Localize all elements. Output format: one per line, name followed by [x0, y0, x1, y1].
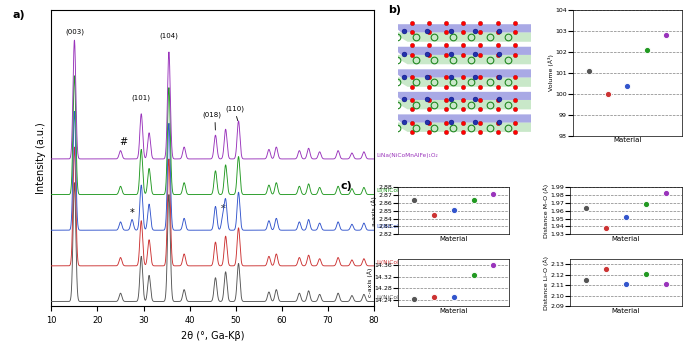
X-axis label: Material: Material: [612, 236, 640, 242]
Text: Li(NiCoMnAl)₁O₂: Li(NiCoMnAl)₁O₂: [376, 260, 423, 265]
Text: LiNa(NiCoMnAlFe)₁O₂: LiNa(NiCoMnAlFe)₁O₂: [376, 153, 438, 158]
Text: Li(NiCoMnAlFe)₁O₂: Li(NiCoMnAlFe)₁O₂: [376, 188, 430, 193]
Polygon shape: [392, 24, 547, 32]
Text: c): c): [340, 181, 352, 191]
Text: *: *: [221, 204, 225, 214]
Y-axis label: Distance Li–O (Å): Distance Li–O (Å): [543, 255, 549, 310]
Y-axis label: c-axis (Å): c-axis (Å): [367, 268, 373, 297]
Polygon shape: [392, 47, 547, 55]
Text: #: #: [119, 137, 127, 147]
Polygon shape: [392, 55, 553, 64]
Text: Li(NiCoMn)₁O₂: Li(NiCoMn)₁O₂: [376, 295, 418, 300]
Y-axis label: a-axis (Å): a-axis (Å): [371, 196, 377, 226]
X-axis label: Material: Material: [613, 137, 642, 143]
Text: b): b): [388, 6, 401, 15]
Text: Li(NiCoMnAlZn)₁O₂: Li(NiCoMnAlZn)₁O₂: [376, 224, 431, 229]
Text: *: *: [129, 208, 134, 218]
Polygon shape: [392, 122, 553, 132]
Text: a): a): [12, 10, 25, 21]
Polygon shape: [392, 77, 553, 87]
Polygon shape: [392, 100, 553, 109]
Polygon shape: [392, 114, 547, 122]
Text: (104): (104): [160, 33, 178, 39]
X-axis label: Material: Material: [612, 308, 640, 314]
Y-axis label: Intensity (a.u.): Intensity (a.u.): [36, 122, 46, 194]
Text: (003): (003): [65, 28, 84, 34]
Y-axis label: Volume (Å³): Volume (Å³): [548, 55, 553, 92]
X-axis label: Material: Material: [440, 308, 468, 314]
Text: (101): (101): [132, 95, 151, 101]
Text: (110): (110): [225, 105, 245, 112]
Polygon shape: [392, 69, 547, 77]
Polygon shape: [392, 32, 553, 42]
Polygon shape: [392, 92, 547, 100]
Text: (018): (018): [202, 111, 221, 118]
X-axis label: Material: Material: [440, 236, 468, 242]
X-axis label: 2θ (°, Ga-Kβ): 2θ (°, Ga-Kβ): [181, 331, 245, 340]
Y-axis label: Distance M–O (Å): Distance M–O (Å): [543, 184, 549, 238]
